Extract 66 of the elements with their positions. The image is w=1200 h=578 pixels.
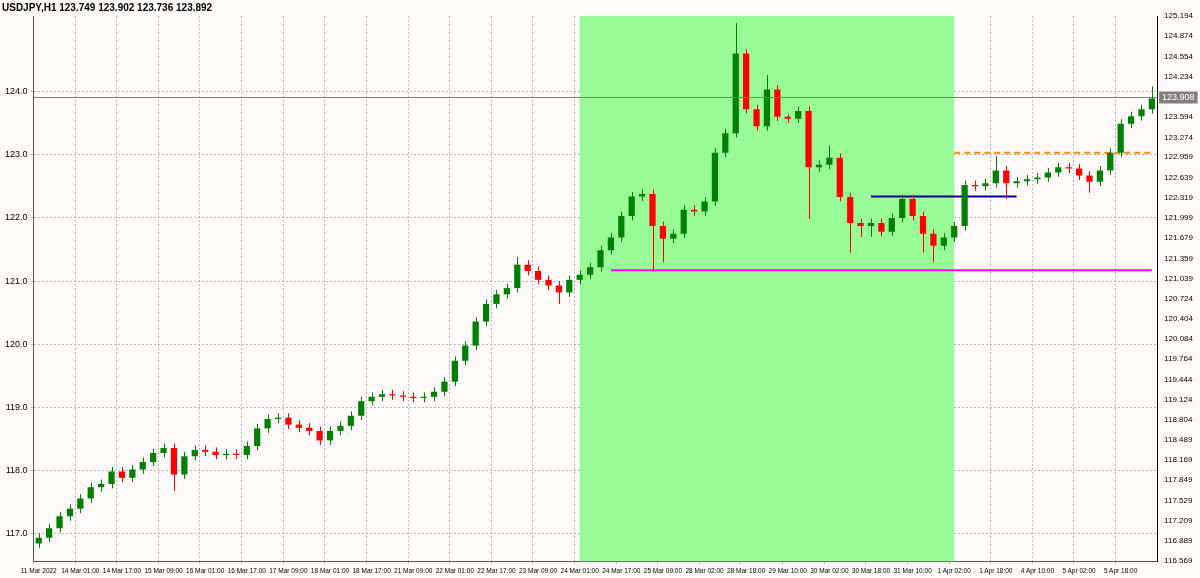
y2-tick-label: 120.724 [1164,293,1194,303]
candlestick [264,413,271,434]
candlestick [753,104,760,132]
y2-tick-label: 121.679 [1164,233,1194,243]
y2-tick-label: 117.529 [1164,495,1193,505]
y2-tick-label: 118.804 [1164,415,1193,425]
candlestick [212,446,219,460]
candlestick [389,389,396,401]
chart-title: USDJPY,H1 123.749 123.902 123.736 123.892 [2,1,213,13]
y2-tick-label: 120.404 [1164,313,1194,323]
candlestick [857,218,864,238]
candlestick [909,194,916,221]
y2-tick-label: 119.764 [1164,354,1193,364]
candlestick [1138,104,1145,122]
y2-tick-label: 121.999 [1164,213,1194,223]
candlestick [597,245,604,273]
y-tick-label: 120.0 [4,338,28,349]
y2-tick-label: 116.889 [1164,536,1193,546]
candlestick [378,389,386,402]
y-tick-label: 118.0 [5,465,28,476]
y2-tick-label: 124.554 [1164,51,1194,61]
candlestick [493,289,500,309]
candlestick [878,218,885,237]
y2-tick-label: 121.039 [1164,273,1194,283]
y-tick-label: 124.0 [4,85,28,96]
y2-tick-label: 122.319 [1164,192,1194,202]
y2-tick-label: 123.594 [1164,112,1194,122]
y-tick-label: 122.0 [4,212,28,223]
y2-tick-label: 122.959 [1164,152,1194,162]
y-tick-label: 119.0 [5,402,28,413]
candlestick [1086,170,1093,194]
y2-tick-label: 118.489 [1164,435,1193,445]
candlestick [1034,172,1041,185]
candlestick [961,180,968,232]
y2-tick-label: 123.274 [1164,132,1194,142]
candlestick [441,376,448,397]
y-tick-label: 121.0 [4,275,28,286]
y-tick-label: 117.0 [5,528,28,539]
y2-tick-label: 119.124 [1164,394,1193,404]
candlestick [118,466,126,483]
candlestick [337,420,344,436]
y2-tick-label: 117.209 [1164,515,1193,525]
y2-tick-label: 125.194 [1164,11,1194,21]
y2-tick-label: 124.874 [1164,31,1194,41]
candlestick [108,466,115,489]
y2-tick-label: 124.234 [1164,71,1194,81]
y2-tick-label: 122.639 [1164,172,1194,182]
candlestick [1065,162,1072,174]
y-tick-label: 123.0 [4,149,28,160]
y2-tick-label: 121.359 [1164,253,1194,263]
candlestick [545,274,552,291]
candlestick [316,426,323,446]
candlestick [285,412,292,430]
ref-line-label: 123.908 [1162,91,1195,102]
candlestick [701,196,708,217]
y2-tick-label: 120.084 [1164,334,1194,344]
y2-tick-label: 117.849 [1164,475,1193,485]
y2-tick-label: 119.444 [1164,374,1193,384]
y2-tick-label: 116.569 [1164,556,1193,566]
candlestick [56,511,63,534]
candlestick [982,178,989,192]
candlestick [649,188,656,273]
candlestick [930,228,937,263]
candlestick [160,443,167,458]
y2-tick-label: 118.169 [1164,455,1193,465]
candlestick [805,106,812,220]
